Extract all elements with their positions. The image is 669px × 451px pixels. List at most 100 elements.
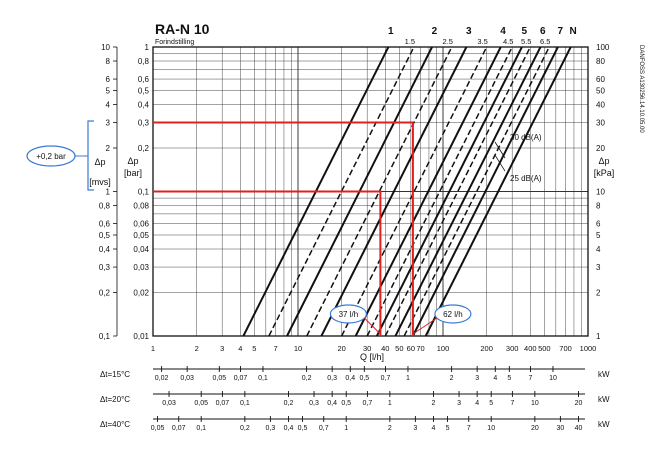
power-tick-label: 5 — [507, 375, 511, 382]
y-tick-bar: 0,6 — [138, 75, 150, 84]
y-tick-bar: 0,05 — [133, 231, 149, 240]
guide-line-0 — [153, 190, 382, 336]
noise-label: 30 dB(A) — [510, 133, 542, 142]
curve-label-1: 1 — [388, 26, 394, 37]
y-tick-kpa: 60 — [596, 75, 605, 84]
power-tick-label: 0,07 — [216, 400, 230, 407]
guide-line-1 — [153, 121, 414, 336]
y-tick-kpa: 80 — [596, 57, 605, 66]
power-tick-label: 0,07 — [172, 425, 186, 432]
power-tick-label: 20 — [531, 425, 539, 432]
curve-label-5-5: 5.5 — [521, 37, 531, 46]
y-tick-mvs: 0,3 — [99, 263, 111, 272]
y-tick-bar: 0,3 — [138, 119, 150, 128]
y-tick-kpa: 30 — [596, 119, 605, 128]
power-tick-label: 0,05 — [213, 375, 227, 382]
y-tick-bar: 0,02 — [133, 289, 149, 298]
y-tick-mvs: 0,5 — [99, 231, 111, 240]
power-tick-label: 1 — [388, 400, 392, 407]
x-tick-label: 4 — [238, 344, 242, 353]
valve-curve-7 — [412, 47, 559, 336]
x-tick-label: 70 — [416, 344, 424, 353]
y-tick-mvs: 8 — [106, 57, 111, 66]
x-tick-label: 10 — [294, 344, 302, 353]
side-code-text: DANFOSS A130256.14.10.05.00 — [638, 45, 644, 133]
power-tick-label: 0,4 — [284, 425, 294, 432]
power-tick-label: 0,1 — [196, 425, 206, 432]
x-tick-label: 7 — [273, 344, 277, 353]
noise-leader — [494, 141, 506, 159]
power-tick-label: 0,4 — [327, 400, 337, 407]
curve-label-2-5: 2.5 — [443, 37, 453, 46]
power-tick-label: 0,1 — [258, 375, 268, 382]
power-tick-label: 0,5 — [341, 400, 351, 407]
axis-ticks: 1 2 3 4 5 7 10 20 30 40 50 60 70 100 200 300 400 500 700 10… — [99, 43, 610, 353]
power-tick-label: 2 — [388, 425, 392, 432]
y-tick-kpa: 1 — [596, 332, 601, 341]
noise-leader — [494, 154, 506, 172]
y-tick-kpa: 50 — [596, 86, 605, 95]
power-tick-label: 0,3 — [327, 375, 337, 382]
flow-callout-1 — [434, 304, 472, 324]
power-tick-label: 5 — [489, 400, 493, 407]
curve-label-3-5: 3.5 — [477, 37, 487, 46]
y-tick-kpa: 4 — [596, 245, 601, 254]
power-tick-label: 3 — [457, 400, 461, 407]
y-tick-mvs: 10 — [101, 43, 110, 52]
curve-label-6-5: 6.5 — [540, 37, 550, 46]
power-tick-label: 1 — [406, 375, 410, 382]
power-tick-label: 0,5 — [298, 425, 308, 432]
y-tick-bar: 0,04 — [133, 245, 149, 254]
left-axis-label-line2: [mvs] — [89, 177, 111, 187]
power-tick-label: 10 — [531, 400, 539, 407]
y-tick-kpa: 10 — [596, 188, 605, 197]
x-tick-label: 3 — [220, 344, 224, 353]
power-tick-label: 0,7 — [381, 375, 391, 382]
flow-callout-0 — [329, 304, 367, 324]
power-tick-label: 0,1 — [240, 400, 250, 407]
y-tick-bar: 0,03 — [133, 263, 149, 272]
power-tick-label: 0,03 — [180, 375, 194, 382]
curve-label-5: 5 — [521, 26, 527, 37]
power-tick-label: 0,7 — [363, 400, 373, 407]
right-axis-label-line2: [kPa] — [594, 168, 615, 178]
x-tick-label: 700 — [559, 344, 572, 353]
x-tick-label: 2 — [195, 344, 199, 353]
y-tick-bar: 1 — [145, 43, 150, 52]
curve-label-3: 3 — [466, 26, 472, 37]
curve-label-1-5: 1.5 — [405, 37, 415, 46]
power-tick-label: 0,2 — [240, 425, 250, 432]
left-axis-label: Δp [mvs] — [89, 157, 111, 187]
x-tick-label: 20 — [337, 344, 345, 353]
power-tick-label: 3 — [475, 375, 479, 382]
power-tick-label: 4 — [432, 425, 436, 432]
power-tick-label: 4 — [493, 375, 497, 382]
power-tick-label: 7 — [510, 400, 514, 407]
power-tick-label: 40 — [575, 425, 583, 432]
pressure-bracket: +0,2 bar — [26, 120, 94, 191]
x-tick-label: 50 — [395, 344, 403, 353]
y-tick-kpa: 5 — [596, 231, 601, 240]
mid-axis-label-line2: [bar] — [124, 168, 142, 178]
y-tick-kpa: 6 — [596, 220, 601, 229]
power-scale-unit: kW — [598, 420, 610, 429]
side-code: DANFOSS A130256.14.10.05.00 — [638, 45, 644, 133]
power-tick-label: 5 — [446, 425, 450, 432]
right-axis-label: Δp [kPa] — [594, 156, 615, 178]
x-tick-label: 500 — [538, 344, 551, 353]
power-scale-unit: kW — [598, 395, 610, 404]
y-tick-mvs: 5 — [106, 86, 111, 95]
mid-axis-label-line1: Δp — [127, 156, 138, 166]
curve-label-4: 4 — [500, 26, 506, 37]
overlays: 1 1.5 2 2.5 3 3.5 44.5 55.5 66.5 7 N 30 dB(A) 25 dB(… — [153, 26, 577, 336]
power-scale-label: Δt=20°C — [100, 395, 130, 404]
power-tick-label: 0,3 — [309, 400, 319, 407]
x-tick-label: 400 — [524, 344, 537, 353]
x-tick-label: 1000 — [580, 344, 597, 353]
power-tick-label: 0,05 — [194, 400, 208, 407]
valve-curve-5 — [375, 47, 523, 336]
flow-callout-pointer-0 — [364, 317, 381, 335]
y-tick-kpa: 40 — [596, 101, 605, 110]
power-tick-label: 7 — [467, 425, 471, 432]
y-tick-kpa: 20 — [596, 144, 605, 153]
